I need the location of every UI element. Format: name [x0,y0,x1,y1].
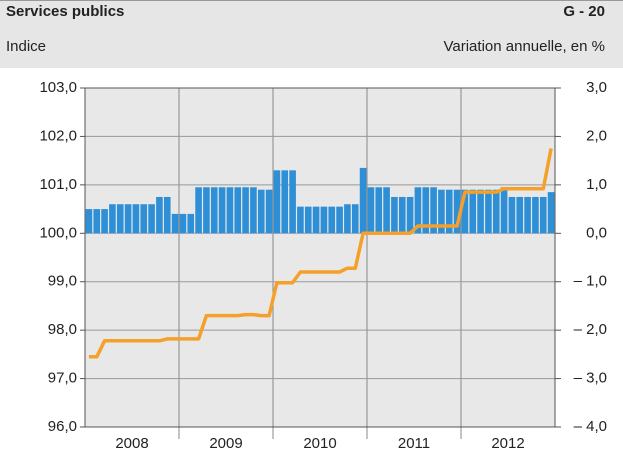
y-tick-label: 100,0 [39,224,77,241]
y2-tick-label: – 4,0 [574,418,607,435]
bar [101,209,108,234]
chart-code: G - 20 [563,3,605,20]
bar [492,189,500,234]
bar [234,187,242,234]
y-tick-label: 97,0 [48,370,77,387]
bar [171,213,179,234]
y2-tick-label: 2,0 [586,127,607,144]
bar [398,196,406,234]
chart-title: Services publics [6,3,124,20]
y2-tick-label: 3,0 [586,79,607,96]
x-tick-label: 2011 [398,435,430,452]
bar [297,206,304,234]
bar [242,187,249,234]
bar [85,209,93,234]
bar [109,204,116,234]
bar [500,187,508,234]
bar [414,187,422,234]
y-tick-label: 102,0 [39,127,77,144]
y2-tick-label: 0,0 [586,224,607,241]
bar [461,189,469,234]
bar [351,204,359,234]
right-axis-label: Variation annuelle, en % [444,38,606,55]
bar [195,187,202,234]
bar [477,189,484,234]
bar [304,206,312,234]
y-tick-label: 101,0 [39,176,77,193]
bar [273,170,281,234]
bar [469,189,477,234]
bar [445,189,453,234]
bar [367,187,375,234]
bar [485,189,492,234]
bar [163,196,171,234]
bar [156,196,163,234]
bar [320,206,328,234]
bar [532,196,539,234]
bar [375,187,383,234]
bar [116,204,124,234]
left-axis-label: Indice [6,38,46,55]
y-tick-label: 99,0 [48,273,77,290]
y-tick-label: 96,0 [48,418,77,435]
x-tick-label: 2012 [491,435,524,452]
x-tick-label: 2009 [209,435,242,452]
bar [250,187,257,234]
bar [508,196,516,234]
y-tick-label: 98,0 [48,321,77,338]
bar [422,187,430,234]
bar [203,187,210,234]
bar [257,189,265,234]
bar [187,213,195,234]
bar [453,189,461,234]
bar [539,196,547,234]
bar [93,209,101,234]
bar [547,192,555,234]
bar [226,187,234,234]
header [0,0,623,68]
bar [132,204,140,234]
bar [289,170,296,234]
y2-tick-label: – 2,0 [574,321,607,338]
bar [383,187,390,234]
y2-tick-label: 1,0 [586,176,607,193]
bar [344,204,351,234]
bar [430,187,437,234]
bar [218,187,226,234]
x-tick-label: 2010 [303,435,336,452]
bar [210,187,218,234]
bar [124,204,132,234]
bar [406,196,414,234]
line [88,148,553,359]
bar [359,167,367,234]
bar [438,189,445,234]
bar [281,170,289,234]
bar [265,189,273,234]
bar [516,196,524,234]
bar [328,206,336,234]
plot-area [85,88,555,427]
bar [140,204,148,234]
bar [312,206,320,234]
y-tick-label: 103,0 [39,79,77,96]
x-tick-label: 2008 [115,435,148,452]
bar [391,196,398,234]
bar [524,196,531,234]
y2-tick-label: – 3,0 [574,370,607,387]
bar [148,204,155,234]
bar [336,206,343,234]
bar [179,213,187,234]
y2-tick-label: – 1,0 [574,273,607,290]
plot-border [84,87,556,428]
